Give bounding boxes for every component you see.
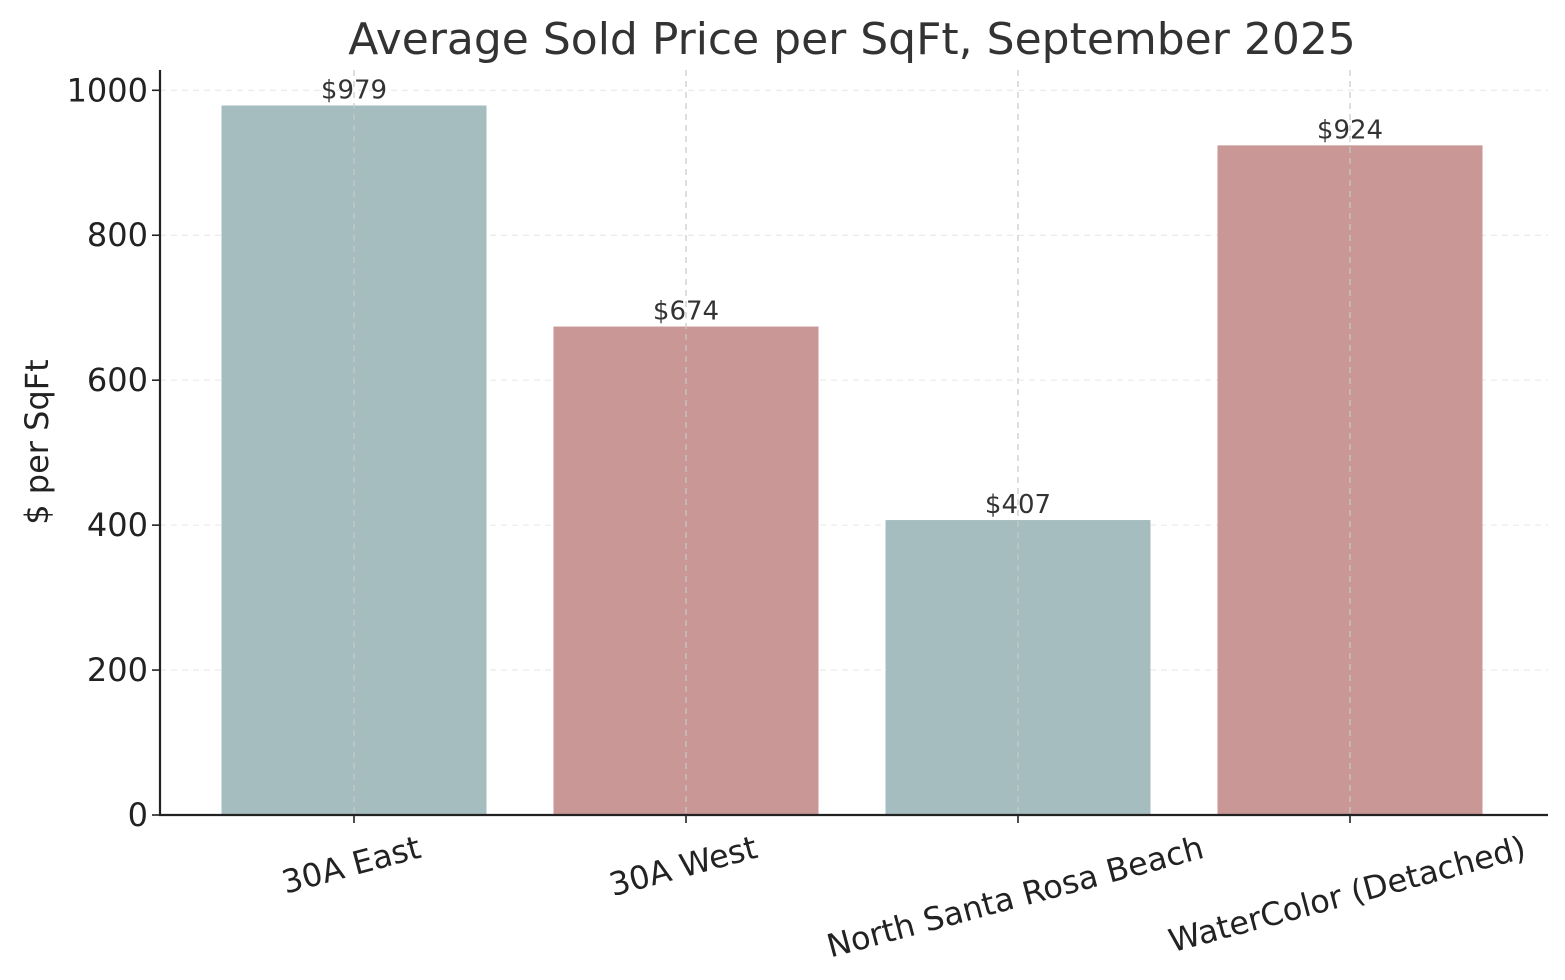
bars [221,105,1483,816]
y-axis-label: $ per SqFt [18,359,56,524]
vertical-gridlines [353,70,1351,815]
x-tick-label-4: WaterColor (Detached) [1165,828,1530,960]
x-tick-label-2: 30A West [605,828,761,904]
y-tick-label-600: 600 [87,361,148,399]
y-tick-label-0: 0 [128,796,148,834]
data-label-1: $979 [321,76,387,106]
data-label-2: $674 [653,297,719,327]
data-label-4: $924 [1317,115,1383,145]
chart-title: Average Sold Price per SqFt, September 2… [348,14,1356,65]
y-tick-label-800: 800 [87,216,148,254]
data-label-3: $407 [985,490,1051,520]
x-tick-label-3: North Santa Rosa Beach [823,828,1208,965]
y-tick-label-1000: 1000 [67,71,148,109]
x-tick-label-1: 30A East [278,828,425,901]
x-axis-ticks: 30A East 30A West North Santa Rosa BeachWa… [278,815,1530,965]
y-axis-ticks: 0 200 400 600 800 1000 [67,71,160,834]
y-tick-label-200: 200 [87,651,148,689]
y-tick-label-400: 400 [87,506,148,544]
